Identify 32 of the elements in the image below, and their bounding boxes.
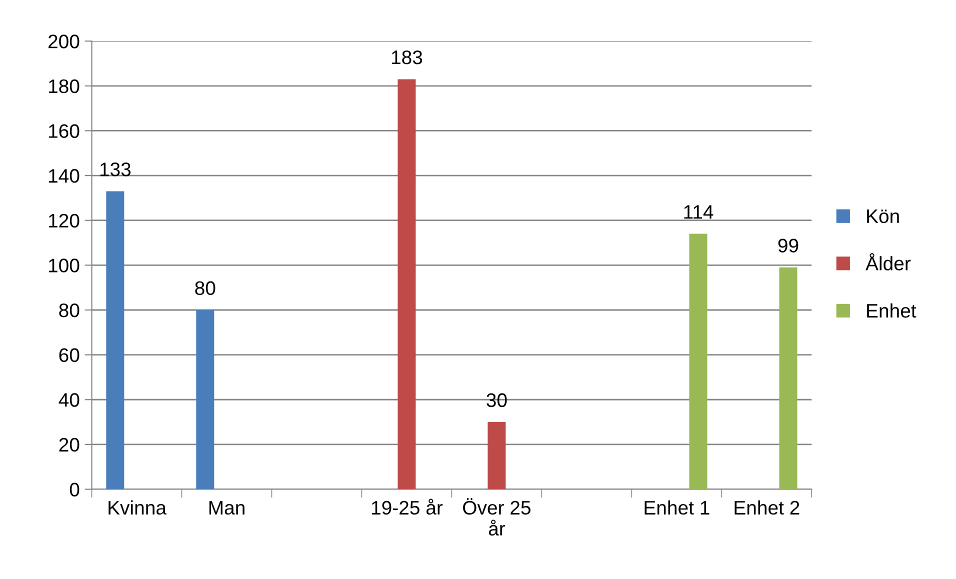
legend-label: Kön	[867, 210, 899, 224]
data-label: 99	[778, 238, 798, 252]
y-tick-label: 40	[58, 393, 80, 407]
x-tick-label: Enhet 2	[734, 500, 800, 515]
bar	[689, 234, 708, 490]
data-label: 30	[486, 393, 507, 408]
y-tick-label: 20	[59, 438, 80, 452]
bar	[779, 267, 798, 490]
y-tick-label: 140	[49, 169, 80, 183]
bar	[398, 79, 416, 490]
bar	[106, 191, 124, 490]
x-tick-label: Kvinna	[108, 500, 166, 515]
y-tick-label: 180	[49, 79, 80, 94]
x-tick-label: 19-25 år	[372, 498, 443, 515]
x-tick-label: Över 25 år	[463, 498, 530, 536]
bar	[488, 422, 506, 490]
y-tick-label: 80	[59, 303, 80, 318]
x-tick-label: Enhet 1	[644, 500, 710, 515]
legend-label: Enhet	[867, 303, 916, 318]
x-tick-label: Man	[209, 501, 244, 515]
y-tick-label: 100	[49, 258, 80, 272]
y-tick-label: 200	[48, 34, 80, 48]
legend-label: Ålder	[866, 253, 911, 270]
y-tick-label: 120	[49, 214, 80, 228]
data-label: 114	[684, 205, 714, 219]
bar	[196, 310, 214, 490]
data-label: 80	[195, 281, 216, 296]
y-tick-label: 160	[49, 124, 80, 138]
y-tick-label: 60	[59, 348, 80, 362]
data-label: 183	[392, 50, 422, 64]
data-label: 133	[100, 162, 131, 176]
y-tick-label: 0	[70, 482, 80, 496]
